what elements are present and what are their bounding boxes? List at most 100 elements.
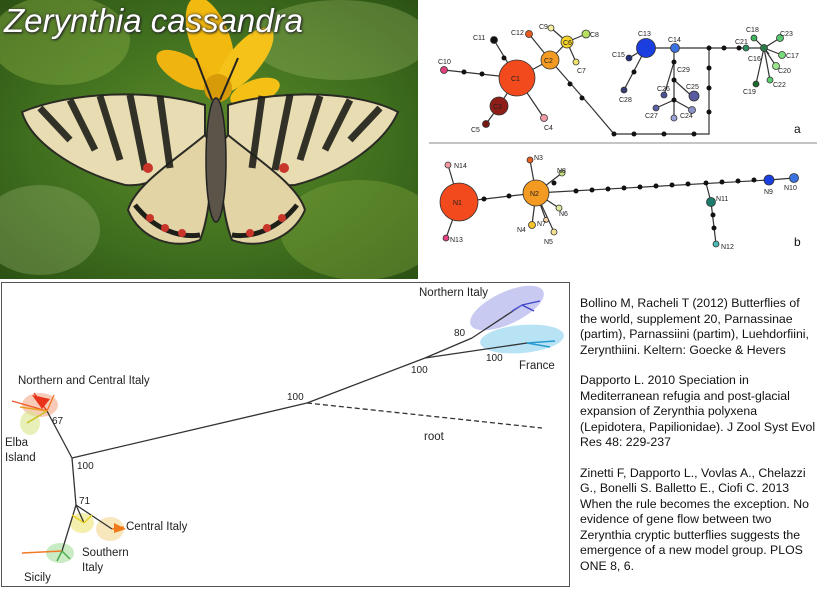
references: Bollino M, Racheli T (2012) Butterflies … [580,296,818,589]
tip-fans [11,300,556,562]
label-c9: C9 [539,24,548,31]
label-root: root [424,431,445,443]
label-c3: C3 [493,104,502,111]
node-c18 [750,34,758,42]
node-c6 [560,35,574,49]
node-c16 [760,44,768,52]
node-n11 [706,197,716,207]
label-northern-italy: Northern Italy [419,287,488,299]
label-c1: C1 [511,76,520,83]
network-a-edges [443,27,783,135]
network-b-edges [445,159,795,245]
label-n1: N1 [453,200,462,207]
node-c11 [490,36,498,44]
label-n10: N10 [784,185,797,192]
bootstrap-values: 80 100 100 100 67 100 71 [52,328,503,507]
node-n5 [550,228,558,236]
label-n12: N12 [721,244,734,251]
label-n3: N3 [534,155,543,162]
bootstrap-100-mid: 100 [287,392,304,403]
label-n5: N5 [544,239,553,246]
label-c15: C15 [612,52,625,59]
butterfly-illustration [0,0,418,279]
node-n1 [439,182,479,222]
network-a-nodes [440,24,786,128]
label-c6: C6 [563,40,572,47]
label-sicily: Sicily [24,572,51,584]
clade-highlights [20,285,564,563]
node-c26 [652,104,660,112]
bootstrap-67: 67 [52,416,64,427]
label-c24: C24 [680,113,693,120]
phylogenetic-tree: Northern Italy France Northern and Centr… [1,282,570,587]
label-c17: C17 [786,53,799,60]
node-c20 [772,62,780,70]
bootstrap-100-ne: 100 [411,365,428,376]
label-elba: Elba [5,437,29,449]
label-c22: C22 [773,82,786,89]
node-c27 [670,114,678,122]
node-c29 [660,91,668,99]
label-c27: C27 [645,113,658,120]
label-c5: C5 [471,127,480,134]
bootstrap-80: 80 [454,328,466,339]
network-a-labels: C1 C2 C3 C4 C5 C6 C7 C8 C9 C10 C11 C12 C… [438,24,799,134]
label-france: France [519,360,555,372]
label-c16: C16 [748,56,761,63]
node-n2 [522,179,550,207]
label-c2: C2 [544,58,553,65]
haplotype-networks: C1 C2 C3 C4 C5 C6 C7 C8 C9 C10 C11 C12 C… [424,0,822,279]
label-island: Island [5,452,36,464]
label-southern: Southern [82,547,129,559]
node-c2 [540,50,560,70]
label-n13: N13 [450,237,463,244]
label-c8: C8 [590,32,599,39]
label-c14: C14 [668,37,681,44]
node-n14 [444,161,452,169]
node-c8 [581,29,591,39]
node-c23 [776,34,784,42]
central-italy-marker [114,523,126,533]
label-c10: C10 [438,59,451,66]
tree-branches [46,304,528,552]
network-b-labels: N1 N2 N3 N4 N5 N6 N7 N8 N9 N10 N11 N12 N… [450,155,797,251]
node-c10 [440,66,448,74]
node-c22 [766,76,774,84]
network-b-nodes [439,156,799,248]
tree-svg: Northern Italy France Northern and Centr… [5,285,564,584]
label-italy: Italy [82,562,103,574]
butterfly [20,57,400,245]
node-c15 [625,54,633,62]
network-b-median-vectors [481,177,757,231]
node-c19 [752,80,760,88]
node-n8 [558,169,566,177]
label-north-central-italy: Northern and Central Italy [18,375,150,387]
node-c5 [482,120,490,128]
label-c21: C21 [735,39,748,46]
panel-b-label: b [794,235,801,249]
node-n9 [763,174,775,186]
node-c13 [636,38,656,58]
label-n9: N9 [764,189,773,196]
label-c20: C20 [778,68,791,75]
node-n3 [526,156,534,164]
node-n10 [789,173,799,183]
label-n4: N4 [517,227,526,234]
node-n7 [543,217,549,223]
label-c26: C26 [657,86,670,93]
node-c21 [742,44,750,52]
node-c17 [778,51,786,59]
label-c7: C7 [577,68,586,75]
photo-title: Zerynthia cassandra [4,2,303,39]
node-c9 [547,24,555,32]
butterfly-photo: Zerynthia cassandra [0,0,418,279]
label-n8: N8 [557,168,566,175]
reference-2: Dapporto L. 2010 Speciation in Mediterra… [580,373,816,449]
label-n2: N2 [530,191,539,198]
label-n11: N11 [716,196,728,203]
label-c4: C4 [544,125,553,132]
node-c28 [620,86,628,94]
tree-labels: Northern Italy France Northern and Centr… [5,287,555,584]
label-c18: C18 [746,27,759,34]
label-n14: N14 [454,163,467,170]
